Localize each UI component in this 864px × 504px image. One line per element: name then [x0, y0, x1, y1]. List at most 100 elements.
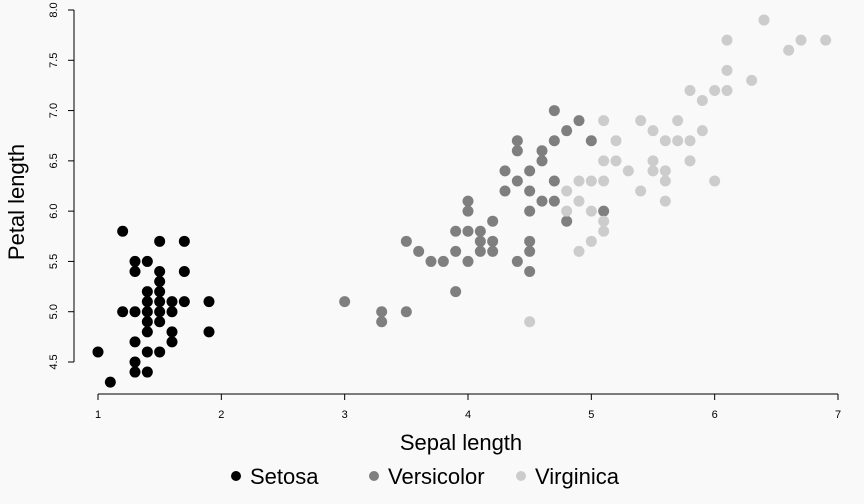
data-point-versicolor: [450, 286, 462, 298]
data-point-versicolor: [400, 306, 412, 318]
data-point-virginica: [709, 175, 721, 187]
legend-marker-versicolor: [369, 471, 379, 481]
data-point-setosa: [104, 376, 116, 388]
data-point-setosa: [92, 346, 104, 358]
data-point-versicolor: [511, 255, 523, 267]
data-point-virginica: [659, 165, 671, 177]
data-point-versicolor: [548, 195, 560, 207]
data-point-setosa: [154, 265, 166, 277]
data-point-versicolor: [573, 115, 585, 127]
data-point-virginica: [610, 135, 622, 147]
data-point-versicolor: [437, 255, 449, 267]
x-axis-title: Sepal length: [400, 430, 522, 455]
data-point-virginica: [696, 125, 708, 137]
x-tick-label: 6: [712, 409, 718, 421]
data-point-virginica: [635, 185, 647, 197]
data-point-virginica: [647, 125, 659, 137]
data-point-virginica: [721, 34, 733, 46]
x-tick-label: 4: [465, 409, 471, 421]
data-point-virginica: [659, 175, 671, 187]
data-point-versicolor: [536, 145, 548, 157]
data-point-setosa: [141, 316, 153, 328]
data-point-setosa: [141, 306, 153, 318]
data-point-versicolor: [450, 245, 462, 257]
axes: 1 2 3 4 5 6 7 4.5 5.0 5.5 6.0 6.5 7.0 7.5 8.0: [48, 2, 841, 421]
data-point-setosa: [141, 366, 153, 378]
data-point-versicolor: [511, 135, 523, 147]
data-point-setosa: [154, 276, 166, 288]
data-point-virginica: [795, 34, 807, 46]
y-tick-label: 6.0: [48, 203, 60, 218]
y-tick-label: 7.0: [48, 103, 60, 118]
y-tick-label: 7.5: [48, 53, 60, 68]
y-tick-label: 6.5: [48, 153, 60, 168]
data-point-virginica: [524, 316, 536, 328]
data-point-setosa: [178, 265, 190, 277]
data-point-setosa: [154, 306, 166, 318]
data-point-setosa: [166, 336, 178, 348]
data-point-setosa: [141, 326, 153, 338]
data-point-versicolor: [462, 225, 474, 237]
data-point-virginica: [758, 14, 770, 26]
data-point-virginica: [622, 165, 634, 177]
data-point-versicolor: [487, 215, 499, 227]
data-point-virginica: [721, 64, 733, 76]
data-point-setosa: [203, 326, 215, 338]
data-point-virginica: [598, 225, 610, 237]
data-point-versicolor: [598, 205, 610, 217]
data-point-versicolor: [474, 235, 486, 247]
data-point-virginica: [659, 135, 671, 147]
data-point-versicolor: [450, 225, 462, 237]
data-point-versicolor: [536, 195, 548, 207]
data-point-setosa: [129, 255, 141, 267]
data-point-setosa: [166, 296, 178, 308]
data-point-virginica: [585, 205, 597, 217]
data-point-setosa: [141, 346, 153, 358]
data-point-versicolor: [511, 145, 523, 157]
data-point-virginica: [783, 44, 795, 56]
legend-label-versicolor: Versicolor: [388, 464, 485, 489]
y-tick-label: 5.0: [48, 304, 60, 319]
data-point-virginica: [721, 84, 733, 96]
data-point-setosa: [203, 296, 215, 308]
data-point-versicolor: [524, 235, 536, 247]
data-point-virginica: [610, 155, 622, 167]
y-tick-label: 8.0: [48, 2, 60, 17]
legend-marker-virginica: [516, 471, 526, 481]
data-point-versicolor: [425, 255, 437, 267]
x-tick-label: 1: [95, 409, 101, 421]
data-point-setosa: [141, 296, 153, 308]
data-point-virginica: [561, 205, 573, 217]
data-point-versicolor: [548, 105, 560, 117]
data-point-versicolor: [561, 125, 573, 137]
data-point-versicolor: [548, 135, 560, 147]
legend-label-setosa: Setosa: [250, 464, 319, 489]
data-point-versicolor: [462, 195, 474, 207]
data-point-virginica: [598, 175, 610, 187]
data-point-versicolor: [400, 235, 412, 247]
data-point-virginica: [573, 175, 585, 187]
data-point-versicolor: [499, 185, 511, 197]
data-point-versicolor: [339, 296, 351, 308]
data-point-virginica: [684, 84, 696, 96]
data-point-setosa: [129, 306, 141, 318]
data-point-versicolor: [474, 225, 486, 237]
data-point-virginica: [820, 34, 832, 46]
data-point-setosa: [129, 366, 141, 378]
data-point-virginica: [598, 215, 610, 227]
data-point-virginica: [635, 115, 647, 127]
data-point-versicolor: [376, 316, 388, 328]
data-point-virginica: [672, 135, 684, 147]
data-point-versicolor: [462, 255, 474, 267]
data-point-versicolor: [536, 155, 548, 167]
data-point-setosa: [141, 255, 153, 267]
data-point-virginica: [573, 195, 585, 207]
data-point-virginica: [746, 74, 758, 86]
data-point-versicolor: [487, 245, 499, 257]
x-tick-label: 7: [835, 409, 841, 421]
data-point-virginica: [684, 155, 696, 167]
data-point-virginica: [561, 185, 573, 197]
y-tick-label: 4.5: [48, 354, 60, 369]
data-point-versicolor: [413, 245, 425, 257]
data-point-virginica: [696, 95, 708, 107]
